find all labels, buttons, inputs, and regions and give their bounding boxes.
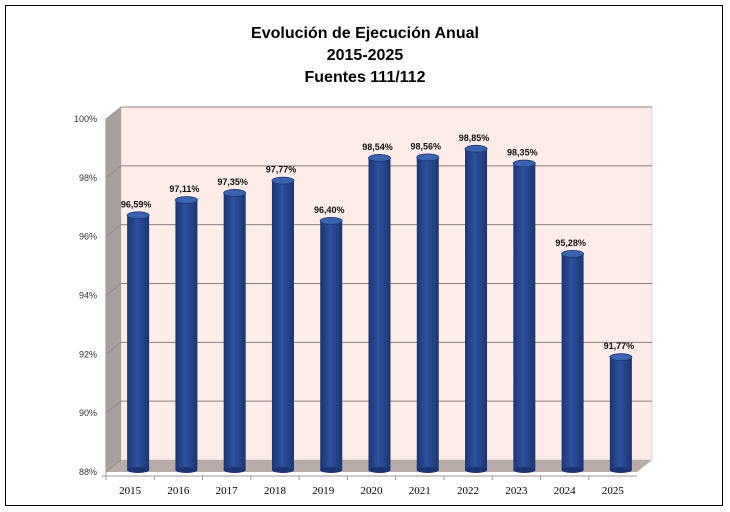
x-tick-label: 2016 (167, 485, 190, 497)
data-label: 91,77% (604, 341, 635, 351)
y-tick-label: 94% (79, 291, 97, 301)
bar-top (512, 159, 536, 168)
bar-base (609, 467, 632, 473)
y-tick-label: 100% (74, 114, 97, 124)
bar-top (271, 176, 295, 185)
chart-title-line-3: Fuentes 111/112 (305, 69, 426, 86)
chart-title-line-2: 2015-2025 (327, 47, 404, 64)
data-label: 98,56% (411, 141, 442, 151)
bar-2020 (368, 157, 391, 470)
bar-base (368, 467, 391, 473)
gridline-side (105, 283, 122, 296)
x-tick-label: 2024 (554, 485, 577, 497)
x-tick-label: 2019 (312, 485, 335, 497)
bar-base (271, 467, 294, 473)
chart-title-line-1: Evolución de Ejecución Anual (251, 25, 479, 42)
x-tick-label: 2022 (457, 485, 479, 497)
gridline-side (105, 165, 122, 179)
bar-top (223, 189, 247, 197)
y-tick-label: 96% (79, 232, 97, 242)
bar-base (127, 467, 150, 473)
bar-base (175, 467, 198, 473)
data-label: 96,59% (121, 199, 152, 209)
bar-top (416, 153, 440, 162)
data-label: 98,54% (362, 142, 393, 152)
bar-top (319, 216, 343, 225)
bar-base (320, 467, 343, 473)
x-tick-label: 2023 (505, 485, 528, 497)
x-tick-label: 2015 (119, 485, 142, 497)
bar-top (175, 196, 198, 204)
bar-top (464, 144, 488, 153)
bar-top (126, 211, 150, 220)
bar-base (223, 467, 246, 473)
y-tick-label: 90% (79, 408, 97, 418)
bar-base (465, 467, 488, 473)
bar-base (561, 467, 584, 473)
y-tick-label: 92% (79, 349, 97, 359)
bar-top (368, 154, 391, 162)
bar-2016 (175, 200, 198, 470)
bar-2023 (513, 163, 536, 470)
bar-2015 (127, 215, 150, 470)
chart-frame (5, 5, 723, 506)
bar-top (609, 353, 633, 361)
x-tick-label: 2025 (602, 485, 625, 497)
data-label: 95,28% (555, 238, 586, 248)
data-label: 97,11% (169, 184, 199, 194)
data-label: 98,85% (459, 133, 490, 143)
gridline-side (105, 342, 122, 355)
bar-base (416, 467, 439, 473)
bar-2021 (416, 157, 439, 471)
bar-2022 (465, 148, 488, 470)
bar-2017 (223, 192, 246, 470)
gridline-side (105, 459, 122, 473)
bar-2025 (609, 357, 632, 470)
bar-2024 (561, 253, 584, 470)
gridline-side (105, 400, 122, 414)
gridline-side (105, 224, 122, 237)
bar-2019 (320, 220, 343, 470)
bar-2018 (271, 180, 294, 470)
x-tick-label: 2018 (264, 485, 287, 497)
bar-top (561, 249, 584, 258)
data-label: 98,35% (507, 148, 538, 158)
x-tick-label: 2020 (361, 485, 384, 497)
bar-base (513, 467, 536, 473)
y-tick-label: 98% (79, 173, 97, 183)
y-tick-label: 88% (79, 467, 97, 477)
data-label: 97,77% (266, 165, 297, 175)
x-tick-label: 2021 (409, 485, 431, 497)
data-label: 96,40% (314, 205, 345, 215)
data-label: 97,35% (217, 177, 248, 187)
x-tick-label: 2017 (216, 485, 239, 497)
gridline-side (105, 106, 122, 120)
